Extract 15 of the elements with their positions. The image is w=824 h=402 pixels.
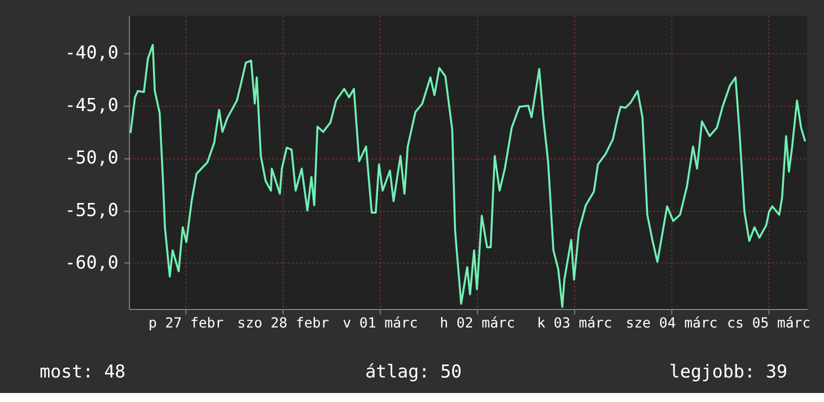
text: most: 48 xyxy=(40,361,126,382)
x-tick-label: h 02 márc xyxy=(440,315,516,332)
x-tick-label: v 01 márc xyxy=(342,315,418,332)
x-tick-label: sze 04 márc xyxy=(626,315,718,332)
x-tick-label: szo 28 febr xyxy=(237,315,330,332)
y-tick-label: -45,0 xyxy=(64,95,118,116)
y-tick-label: -60,0 xyxy=(64,252,118,274)
y-tick-label: -50,0 xyxy=(64,148,118,169)
text: legjobb: 39 xyxy=(669,361,788,382)
y-tick-label: -40,0 xyxy=(64,42,118,64)
y-tick-label: -55,0 xyxy=(64,200,118,221)
x-tick-label: p 27 febr xyxy=(148,315,224,332)
text: átlag: 50 xyxy=(365,361,462,382)
x-tick-label: k 03 márc xyxy=(536,315,612,332)
x-tick-label: cs 05 márc xyxy=(727,315,811,332)
